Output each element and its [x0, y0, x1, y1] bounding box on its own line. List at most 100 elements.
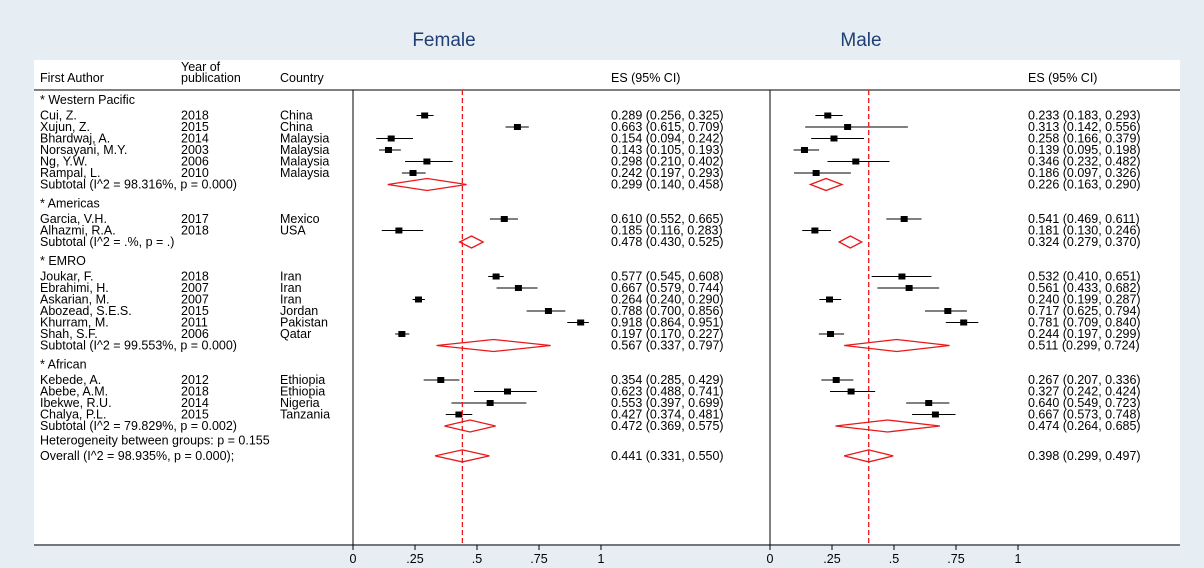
es-label: 0.427 (0.374, 0.481) [611, 408, 724, 422]
x-tick-label: .5 [889, 552, 899, 566]
study-author: Garcia, V.H. [40, 212, 107, 226]
study-year: 2018 [181, 109, 209, 123]
study-author: Shah, S.F. [40, 327, 98, 341]
year-header-line1: Year of [181, 60, 221, 74]
es-label: 0.346 (0.232, 0.482) [1028, 155, 1141, 169]
point-estimate [409, 170, 417, 176]
es-label: 0.717 (0.625, 0.794) [1028, 304, 1141, 318]
study-year: 2014 [181, 396, 209, 410]
es-label: 0.663 (0.615, 0.709) [611, 120, 724, 134]
pooled-diamond [844, 338, 950, 353]
study-year: 2018 [181, 224, 209, 238]
point-estimate [898, 273, 906, 280]
group-heading: * Western Pacific [40, 93, 135, 107]
es-label: 0.781 (0.709, 0.840) [1028, 316, 1141, 330]
es-label: 0.289 (0.256, 0.325) [611, 109, 724, 123]
es-label: 0.667 (0.579, 0.744) [611, 281, 724, 295]
study-author: Ibekwe, R.U. [40, 396, 112, 410]
es-label: 0.511 (0.299, 0.724) [1028, 339, 1140, 353]
male-panel-title: Male [840, 30, 881, 51]
es-label: 0.298 (0.210, 0.402) [611, 155, 724, 169]
point-estimate [395, 227, 403, 234]
es-label: 0.553 (0.397, 0.699) [611, 396, 724, 410]
es-label: 0.313 (0.142, 0.556) [1028, 120, 1141, 134]
x-tick-label: .75 [947, 552, 964, 566]
study-author: Ng, Y.W. [40, 155, 87, 169]
es-label: 0.242 (0.197, 0.293) [611, 166, 724, 180]
year-header-line2: publication [181, 71, 241, 85]
point-estimate [504, 388, 512, 395]
study-year: 2018 [181, 385, 209, 399]
study-country: Mexico [280, 212, 320, 226]
es-label: 0.143 (0.105, 0.193) [611, 143, 724, 157]
study-year: 2012 [181, 373, 209, 387]
study-country: Nigeria [280, 396, 320, 410]
point-estimate [905, 285, 913, 291]
es-label: 0.240 (0.199, 0.287) [1028, 293, 1141, 307]
point-estimate [514, 285, 522, 291]
es-label: 0.788 (0.700, 0.856) [611, 304, 724, 318]
es-label: 0.299 (0.140, 0.458) [611, 178, 724, 192]
pooled-diamond [835, 419, 940, 433]
es-label: 0.398 (0.299, 0.497) [1028, 449, 1141, 463]
es-label: 0.667 (0.573, 0.748) [1028, 408, 1141, 422]
es-label: 0.264 (0.240, 0.290) [611, 293, 724, 307]
first-author-header: First Author [40, 71, 104, 85]
pooled-diamond [458, 235, 485, 249]
study-country: Malaysia [280, 143, 329, 157]
study-author: Xujun, Z. [40, 120, 90, 134]
es-label: 0.185 (0.116, 0.283) [611, 224, 723, 238]
subtotal-label: Subtotal (I^2 = 79.829%, p = 0.002) [40, 419, 237, 433]
point-estimate [811, 227, 819, 234]
study-country: Malaysia [280, 132, 329, 146]
pooled-diamond [843, 449, 894, 463]
x-tick-label: 0 [767, 552, 774, 566]
study-country: Jordan [280, 304, 318, 318]
es-label: 0.324 (0.279, 0.370) [1028, 235, 1141, 249]
point-estimate [824, 112, 832, 119]
subtotal-label: Subtotal (I^2 = 98.316%, p = 0.000) [40, 178, 237, 192]
x-tick-label: .5 [472, 552, 482, 566]
pooled-diamond [808, 177, 844, 192]
es-label: 0.610 (0.552, 0.665) [611, 212, 724, 226]
point-estimate [486, 400, 494, 406]
study-year: 2015 [181, 408, 209, 422]
group-heading: * African [40, 358, 87, 372]
point-estimate [944, 308, 952, 314]
study-author: Joukar, F. [40, 270, 94, 284]
point-estimate [544, 308, 552, 314]
study-country: Malaysia [280, 155, 329, 169]
point-estimate [900, 216, 908, 222]
es-label: 0.327 (0.242, 0.424) [1028, 385, 1141, 399]
point-estimate [423, 158, 431, 165]
es-label: 0.181 (0.130, 0.246) [1028, 224, 1141, 238]
study-year: 2015 [181, 304, 209, 318]
es-label: 0.561 (0.433, 0.682) [1028, 281, 1141, 295]
es-label: 0.186 (0.097, 0.326) [1028, 166, 1141, 180]
point-estimate [847, 388, 855, 395]
es-label: 0.577 (0.545, 0.608) [611, 270, 724, 284]
study-country: Iran [280, 270, 302, 284]
study-country: Ethiopia [280, 373, 325, 387]
x-tick-label: .25 [406, 552, 423, 566]
x-tick-label: 1 [598, 552, 605, 566]
point-estimate [577, 319, 585, 326]
study-author: Alhazmi, R.A. [40, 224, 116, 238]
point-estimate [812, 170, 820, 176]
study-country: Iran [280, 293, 302, 307]
study-country: Pakistan [280, 316, 328, 330]
point-estimate [960, 319, 968, 326]
x-tick-label: .75 [530, 552, 547, 566]
point-estimate [827, 331, 835, 337]
study-year: 2006 [181, 155, 209, 169]
overall-label: Overall (I^2 = 98.935%, p = 0.000); [40, 449, 234, 463]
forest-marks [376, 90, 979, 545]
es-label: 0.354 (0.285, 0.429) [611, 373, 724, 387]
study-year: 2003 [181, 143, 209, 157]
es-label: 0.441 (0.331, 0.550) [611, 449, 724, 463]
study-author: Bhardwaj, A. [40, 132, 110, 146]
point-estimate [492, 273, 500, 280]
study-country: Malaysia [280, 166, 329, 180]
pooled-diamond [387, 177, 467, 192]
